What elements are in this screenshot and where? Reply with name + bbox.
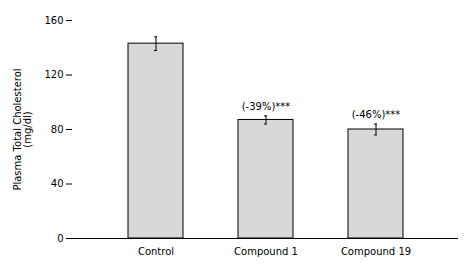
svg-text:0: 0 bbox=[57, 233, 63, 244]
svg-text:Compound 19: Compound 19 bbox=[341, 246, 411, 257]
svg-text:Plasma Total Cholesterol(mg/dl: Plasma Total Cholesterol(mg/dl) bbox=[12, 68, 33, 190]
svg-text:Control: Control bbox=[138, 246, 174, 257]
svg-text:Compound 1: Compound 1 bbox=[234, 246, 298, 257]
svg-text:160: 160 bbox=[44, 15, 63, 26]
svg-text:40: 40 bbox=[51, 178, 64, 189]
svg-text:120: 120 bbox=[44, 69, 63, 80]
svg-text:(-46%)***: (-46%)*** bbox=[352, 109, 401, 120]
svg-text:80: 80 bbox=[51, 124, 64, 135]
svg-text:(-39%)***: (-39%)*** bbox=[242, 101, 291, 112]
